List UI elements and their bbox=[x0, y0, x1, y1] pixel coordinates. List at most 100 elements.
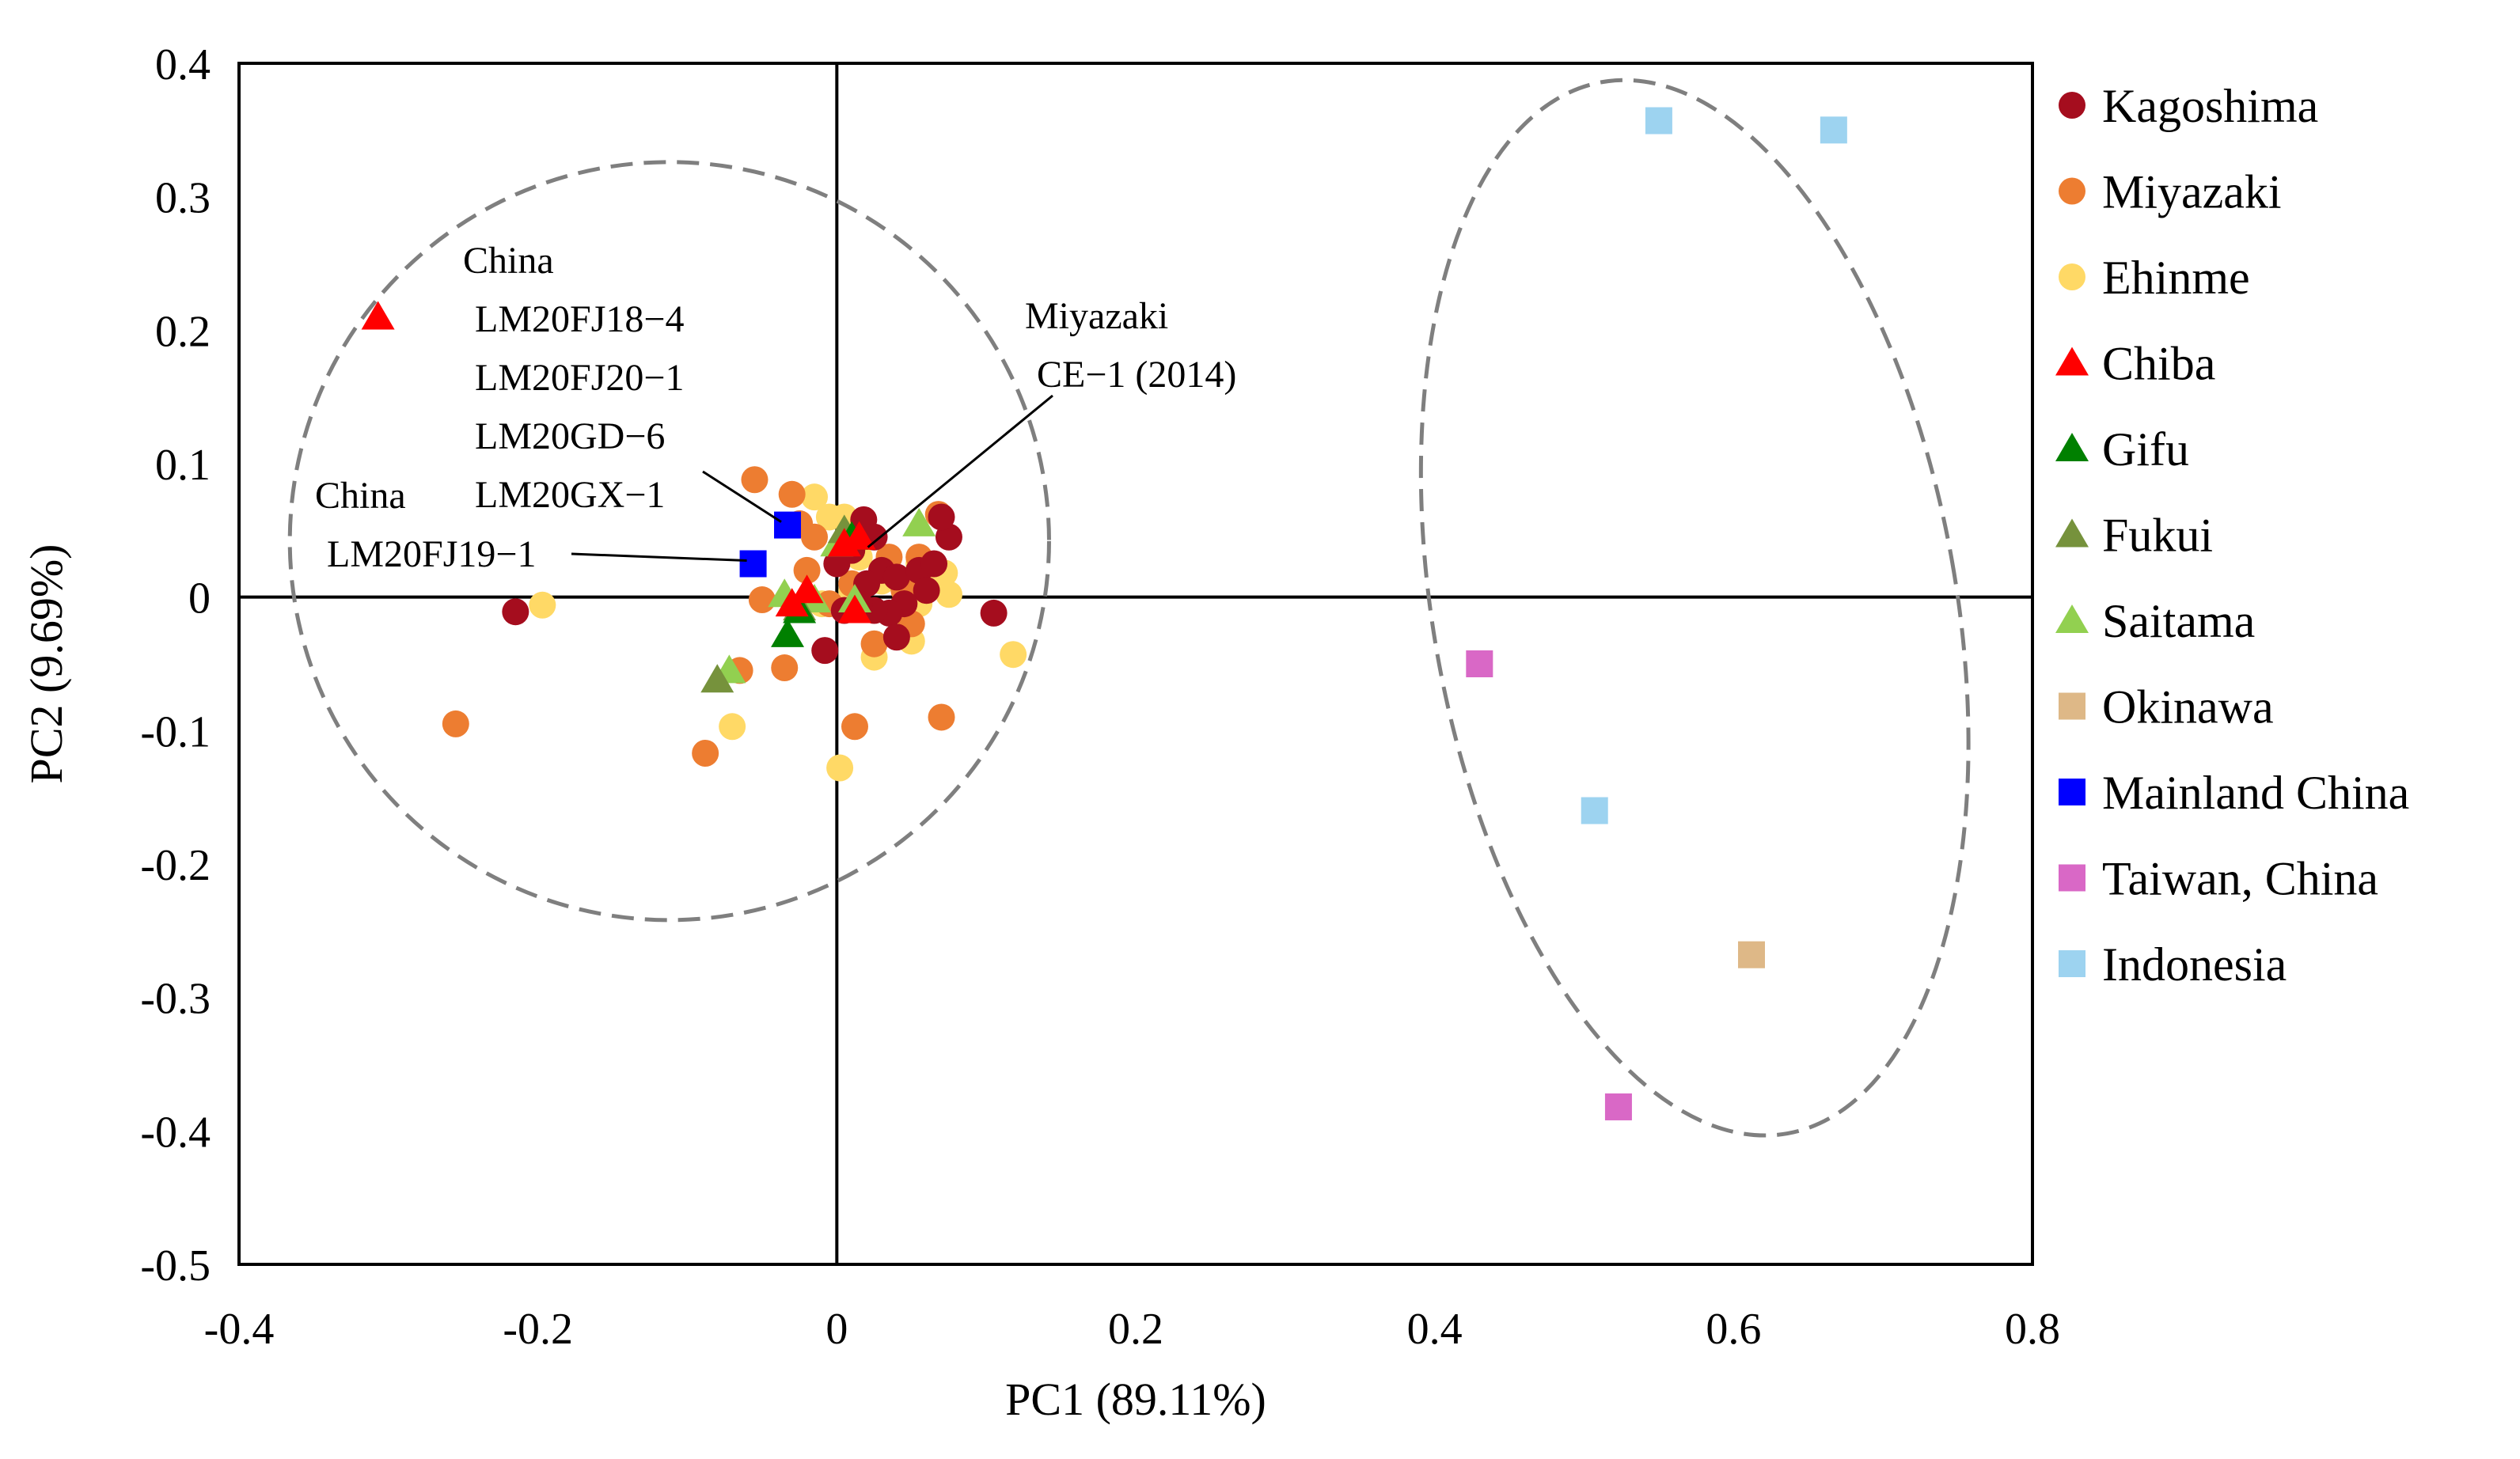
point-miyazaki bbox=[801, 523, 829, 551]
x-tick-label: 0.2 bbox=[1108, 1305, 1163, 1354]
legend-label-okinawa: Okinawa bbox=[2102, 681, 2274, 733]
x-tick-label: 0 bbox=[825, 1305, 848, 1354]
y-tick-label: 0.4 bbox=[155, 40, 211, 89]
point-kagoshima bbox=[920, 550, 948, 578]
y-tick-label: -0.1 bbox=[140, 707, 211, 756]
y-tick-label: 0.2 bbox=[155, 307, 211, 356]
point-okinawa bbox=[1737, 941, 1765, 968]
point-mainland-china bbox=[739, 550, 767, 578]
annotation-miyazaki-leader bbox=[867, 394, 1053, 548]
legend-marker-miyazaki bbox=[2059, 177, 2085, 205]
cluster-ellipses bbox=[287, 78, 1971, 1138]
y-tick-label: -0.3 bbox=[140, 975, 211, 1024]
legend-label-taiwan-china: Taiwan, China bbox=[2102, 853, 2378, 905]
annotation-miyazaki-text: Miyazaki bbox=[1025, 295, 1168, 337]
y-tick-label: 0 bbox=[188, 574, 211, 623]
legend-label-fukui: Fukui bbox=[2102, 510, 2213, 562]
point-gifu bbox=[771, 618, 805, 647]
point-ehinme bbox=[719, 713, 746, 741]
annotation-china-single-text: China bbox=[315, 475, 406, 517]
y-tick-label: 0.3 bbox=[155, 174, 211, 223]
point-ehinme bbox=[935, 581, 962, 608]
annotation-china-group-text: LM20FJ20−1 bbox=[475, 357, 684, 399]
y-axis-title: PC2 (9.69%) bbox=[21, 544, 72, 784]
point-miyazaki bbox=[860, 630, 888, 657]
point-ehinme bbox=[826, 754, 854, 782]
point-chiba bbox=[790, 574, 824, 604]
legend-label-miyazaki: Miyazaki bbox=[2102, 166, 2282, 218]
axes: -0.4 -0.2 0 0.2 0.4 0.6 0.8 0.4 0.3 0.2 0.1 0 -0.1 -0… bbox=[21, 40, 2060, 1425]
legend-marker-saitama bbox=[2055, 604, 2089, 633]
ellipse-cluster-right bbox=[1418, 78, 1971, 1138]
point-ehinme bbox=[529, 591, 556, 619]
point-kagoshima bbox=[823, 550, 851, 578]
point-miyazaki bbox=[778, 480, 806, 508]
point-miyazaki bbox=[771, 654, 799, 682]
annotation-china-single-leader bbox=[571, 552, 747, 562]
y-tick-label: 0.1 bbox=[155, 441, 211, 490]
point-taiwan-china bbox=[1466, 650, 1493, 677]
x-tick-label: -0.4 bbox=[204, 1305, 275, 1354]
y-tick-label: -0.4 bbox=[140, 1108, 211, 1157]
point-chiba bbox=[837, 594, 871, 623]
point-saitama bbox=[902, 507, 936, 536]
point-kagoshima bbox=[913, 577, 940, 604]
point-miyazaki bbox=[442, 710, 469, 737]
x-axis-title: PC1 (89.11%) bbox=[1005, 1374, 1266, 1425]
point-ehinme bbox=[1000, 641, 1027, 669]
point-kagoshima bbox=[928, 503, 955, 531]
legend-marker-ehinme bbox=[2059, 263, 2085, 290]
annotations: China LM20FJ18−4 LM20FJ20−1 LM20GD−6 LM20GX−… bbox=[315, 240, 1236, 575]
legend-marker-gifu bbox=[2055, 433, 2089, 461]
point-mainland-china bbox=[774, 511, 802, 539]
point-fukui bbox=[700, 664, 734, 693]
point-miyazaki bbox=[692, 740, 719, 767]
x-tick-label: 0.8 bbox=[2005, 1305, 2060, 1354]
data-points bbox=[361, 107, 1847, 1120]
annotation-china-group-text: LM20FJ18−4 bbox=[475, 298, 684, 340]
y-tick-label: -0.2 bbox=[140, 841, 211, 890]
point-miyazaki bbox=[928, 703, 955, 731]
point-kagoshima bbox=[811, 637, 839, 665]
legend-marker-chiba bbox=[2055, 347, 2089, 376]
point-miyazaki bbox=[748, 586, 776, 614]
legend: Kagoshima Miyazaki Ehinme Chiba Gifu Fukui Sai… bbox=[2055, 80, 2409, 991]
point-miyazaki bbox=[793, 556, 821, 584]
plot-frame bbox=[237, 62, 2034, 1266]
legend-label-kagoshima: Kagoshima bbox=[2102, 80, 2318, 132]
point-kagoshima bbox=[882, 623, 910, 651]
annotation-miyazaki-text: CE−1 (2014) bbox=[1037, 354, 1236, 396]
y-tick-label: -0.5 bbox=[140, 1241, 211, 1290]
x-tick-label: -0.2 bbox=[503, 1305, 573, 1354]
point-kagoshima bbox=[882, 563, 910, 591]
annotation-china-group-leader bbox=[702, 470, 782, 523]
legend-marker-kagoshima bbox=[2059, 92, 2085, 119]
point-miyazaki bbox=[741, 466, 769, 494]
x-tick-label: 0.4 bbox=[1407, 1305, 1463, 1354]
legend-label-chiba: Chiba bbox=[2102, 338, 2215, 390]
legend-label-saitama: Saitama bbox=[2102, 595, 2255, 647]
annotation-china-group-text: China bbox=[463, 240, 554, 282]
point-kagoshima bbox=[502, 598, 529, 626]
point-ehinme bbox=[801, 483, 829, 511]
legend-marker-fukui bbox=[2055, 518, 2089, 548]
point-indonesia bbox=[1820, 116, 1847, 144]
point-taiwan-china bbox=[1604, 1093, 1632, 1120]
point-chiba bbox=[361, 301, 395, 330]
legend-label-gifu: Gifu bbox=[2102, 423, 2189, 476]
legend-marker-okinawa bbox=[2059, 692, 2085, 720]
point-kagoshima bbox=[980, 599, 1008, 627]
legend-marker-indonesia bbox=[2059, 950, 2085, 977]
ellipse-cluster-left bbox=[287, 160, 1051, 923]
point-chiba bbox=[842, 521, 876, 550]
point-miyazaki bbox=[841, 713, 868, 741]
legend-marker-taiwan-china bbox=[2059, 864, 2085, 892]
legend-label-indonesia: Indonesia bbox=[2102, 938, 2287, 991]
point-indonesia bbox=[1645, 107, 1672, 135]
legend-label-mainland-china: Mainland China bbox=[2102, 767, 2409, 819]
point-indonesia bbox=[1581, 797, 1608, 824]
legend-label-ehinme: Ehinme bbox=[2102, 252, 2250, 304]
annotation-china-single-text: LM20FJ19−1 bbox=[327, 533, 536, 575]
x-tick-label: 0.6 bbox=[1706, 1305, 1761, 1354]
